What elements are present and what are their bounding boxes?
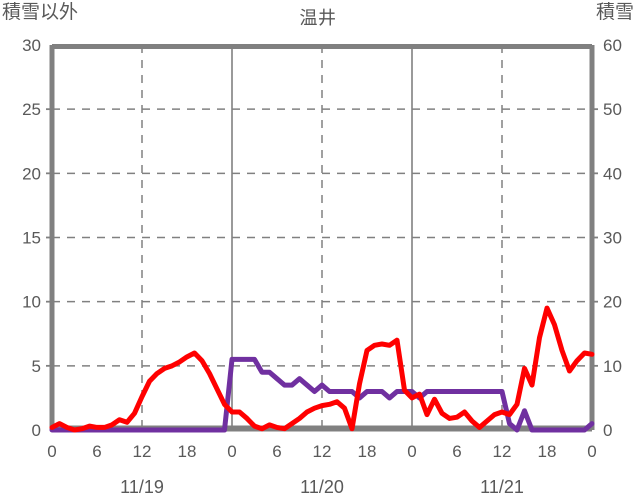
svg-text:12: 12 bbox=[493, 442, 512, 461]
svg-text:11/20: 11/20 bbox=[300, 477, 344, 497]
snow-depth-line bbox=[49, 356, 595, 433]
svg-text:18: 18 bbox=[538, 442, 557, 461]
svg-text:0: 0 bbox=[47, 442, 56, 461]
svg-text:0: 0 bbox=[407, 442, 416, 461]
series-group bbox=[49, 305, 595, 433]
left-axis-title: 積雪以外 bbox=[2, 2, 79, 23]
svg-text:0: 0 bbox=[603, 421, 612, 440]
right-axis-title: 積雪 bbox=[595, 2, 634, 23]
right-axis-tick-labels: 0 10 20 30 40 50 60 bbox=[603, 36, 622, 440]
svg-text:15: 15 bbox=[22, 229, 41, 248]
x-axis-day-labels: 11/19 11/20 11/21 bbox=[120, 477, 524, 497]
svg-text:6: 6 bbox=[452, 442, 461, 461]
axis-tick-marks bbox=[46, 108, 598, 367]
svg-text:0: 0 bbox=[32, 421, 41, 440]
x-axis-tick-labels: 0 6 12 18 0 6 12 18 0 6 12 18 0 bbox=[47, 442, 596, 461]
svg-text:60: 60 bbox=[603, 36, 622, 55]
svg-text:50: 50 bbox=[603, 100, 622, 119]
precipitation-line bbox=[49, 305, 595, 433]
svg-text:0: 0 bbox=[227, 442, 236, 461]
svg-text:6: 6 bbox=[92, 442, 101, 461]
svg-text:30: 30 bbox=[22, 36, 41, 55]
svg-text:12: 12 bbox=[133, 442, 152, 461]
vertical-gridlines bbox=[141, 45, 503, 430]
svg-text:11/21: 11/21 bbox=[480, 477, 524, 497]
svg-text:30: 30 bbox=[603, 229, 622, 248]
svg-text:40: 40 bbox=[603, 164, 622, 183]
svg-text:20: 20 bbox=[603, 293, 622, 312]
chart-title: 温井 bbox=[299, 8, 337, 28]
svg-text:18: 18 bbox=[358, 442, 377, 461]
svg-text:10: 10 bbox=[22, 293, 41, 312]
svg-text:0: 0 bbox=[587, 442, 596, 461]
svg-text:18: 18 bbox=[178, 442, 197, 461]
left-axis-tick-labels: 0 5 10 15 20 25 30 bbox=[22, 36, 41, 440]
svg-text:11/19: 11/19 bbox=[120, 477, 164, 497]
svg-text:10: 10 bbox=[603, 357, 622, 376]
svg-text:20: 20 bbox=[22, 164, 41, 183]
svg-text:5: 5 bbox=[32, 357, 41, 376]
svg-text:12: 12 bbox=[313, 442, 332, 461]
svg-text:25: 25 bbox=[22, 100, 41, 119]
svg-text:6: 6 bbox=[272, 442, 281, 461]
